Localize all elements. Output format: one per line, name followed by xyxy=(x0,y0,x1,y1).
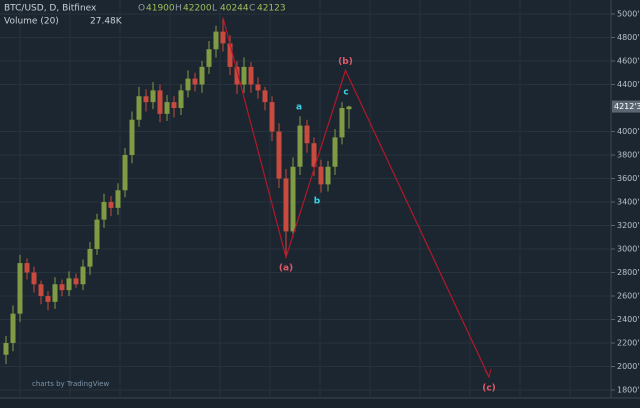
ohlc-value: 42123 xyxy=(257,4,286,14)
wave-label: (b) xyxy=(338,57,353,67)
y-tick-label: 2400'0 xyxy=(617,315,640,324)
candle-body xyxy=(164,102,170,114)
candle-body xyxy=(346,106,352,110)
candle-body xyxy=(73,278,79,285)
candle-body xyxy=(276,131,282,179)
candle-body xyxy=(10,313,16,343)
ohlc-key: C xyxy=(249,4,255,14)
subwave-label: b xyxy=(314,197,321,207)
candle-body xyxy=(248,66,254,85)
candle-body xyxy=(38,284,44,296)
candle-body xyxy=(311,143,317,167)
candle-body xyxy=(206,49,212,67)
candle-body xyxy=(241,66,247,85)
subwave-label: a xyxy=(296,103,302,113)
candle-body xyxy=(185,78,191,91)
candle-body xyxy=(3,343,9,355)
candle-body xyxy=(52,284,58,302)
candle-body xyxy=(339,108,345,138)
candle-body xyxy=(80,266,86,285)
candle-body xyxy=(213,31,219,50)
y-tick-label: 3000'0 xyxy=(617,245,640,254)
candle-body xyxy=(178,90,184,108)
time-axis xyxy=(0,398,640,408)
ohlc-value: 41900 xyxy=(146,4,175,14)
candle-body xyxy=(45,296,51,302)
volume-value: 27.48K xyxy=(90,17,123,27)
candles xyxy=(3,17,352,365)
candle-body xyxy=(269,102,275,132)
wave-line xyxy=(222,17,490,378)
candle-body xyxy=(129,119,135,155)
ohlc-key: O xyxy=(138,4,145,14)
candle-body xyxy=(199,66,205,85)
candle-body xyxy=(255,84,261,91)
candle-body xyxy=(31,272,37,285)
candle-body xyxy=(262,90,268,103)
candle-body xyxy=(94,219,100,249)
y-tick-label: 1800'0 xyxy=(617,386,640,395)
ohlc-value: 42200 xyxy=(183,4,212,14)
candle-body xyxy=(150,90,156,103)
y-tick-label: 2600'0 xyxy=(617,292,640,301)
candle-body xyxy=(143,96,149,103)
wave-label: (a) xyxy=(279,264,293,274)
candle-body xyxy=(59,284,65,291)
candle-body xyxy=(192,78,198,85)
y-tick-label: 3400'0 xyxy=(617,198,640,207)
candle-body xyxy=(304,125,310,144)
credit: charts by TradingView xyxy=(32,380,109,388)
candle-body xyxy=(220,31,226,44)
candle-body xyxy=(87,249,93,267)
ohlc-key: H xyxy=(175,4,182,14)
candle-body xyxy=(108,202,114,208)
y-tick-label: 4800'0 xyxy=(617,33,640,42)
candle-body xyxy=(66,278,72,291)
volume-label: Volume (20) xyxy=(4,17,59,27)
candle-body xyxy=(157,90,163,114)
candle-body xyxy=(171,102,177,108)
y-tick-label: 3200'0 xyxy=(617,221,640,230)
candle-body xyxy=(318,166,324,185)
candle-body xyxy=(17,263,23,314)
candle-body xyxy=(115,190,121,208)
y-tick-label: 4000'0 xyxy=(617,127,640,136)
candle-body xyxy=(297,125,303,167)
last-price-label: 4212'3 xyxy=(614,102,640,111)
y-tick-label: 3800'0 xyxy=(617,151,640,160)
y-tick-label: 4400'0 xyxy=(617,80,640,89)
ohlc-key: L xyxy=(212,4,217,14)
wave-arrow xyxy=(484,368,492,379)
candle-body xyxy=(101,202,107,220)
candle-body xyxy=(332,137,338,167)
grid xyxy=(0,0,611,398)
wave-label: (c) xyxy=(482,384,496,394)
y-tick-label: 2200'0 xyxy=(617,339,640,348)
y-tick-label: 2000'0 xyxy=(617,362,640,371)
y-tick-label: 2800'0 xyxy=(617,268,640,277)
candle-body xyxy=(122,155,128,191)
candle-body xyxy=(24,263,30,273)
y-tick-label: 5000'0 xyxy=(617,10,640,19)
last-price-box xyxy=(612,100,640,113)
candle-body xyxy=(283,178,289,232)
ohlc-value: 40244 xyxy=(220,4,249,14)
candle-body xyxy=(234,66,240,85)
candle-body xyxy=(227,43,233,67)
candle-body xyxy=(325,166,331,185)
candle-body xyxy=(290,166,296,232)
subwave-label: c xyxy=(343,88,348,98)
y-tick-label: 3600'0 xyxy=(617,174,640,183)
symbol-title: BTC/USD, D, Bitfinex xyxy=(4,4,97,14)
candle-body xyxy=(136,96,142,120)
y-tick-label: 4600'0 xyxy=(617,57,640,66)
